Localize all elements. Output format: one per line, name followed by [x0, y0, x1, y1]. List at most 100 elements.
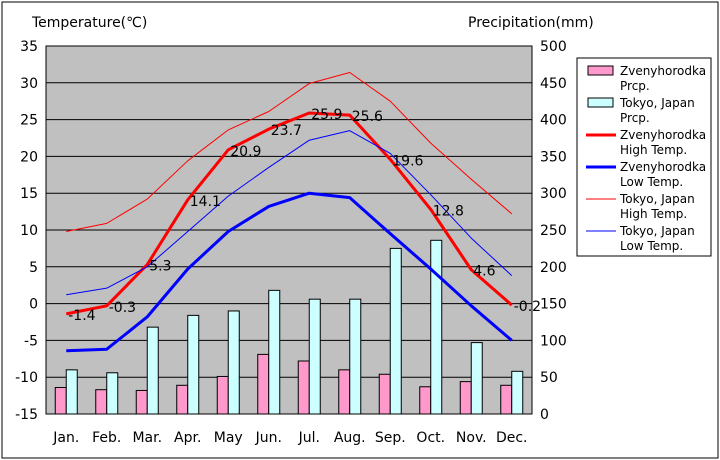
bar-tokyo-prcp — [268, 289, 281, 415]
data-label-high-temp: 19.6 — [392, 153, 423, 169]
bar-tokyo-prcp — [430, 239, 443, 415]
legend-label: Zvenyhorodka — [620, 160, 706, 174]
x-tick-label: Jan. — [52, 430, 79, 446]
x-tick-label: Aug. — [334, 430, 366, 446]
data-label-high-temp: 14.1 — [190, 194, 221, 210]
legend-label: Zvenyhorodka — [620, 128, 706, 142]
bar-tokyo-prcp — [470, 342, 483, 415]
x-tick-label: Oct. — [416, 430, 445, 446]
right-axis-title: Precipitation(mm) — [468, 15, 594, 31]
bar-tokyo-prcp — [308, 298, 321, 415]
right-tick-label: 50 — [540, 370, 558, 386]
legend-label: Tokyo, Japan — [619, 192, 695, 206]
right-tick-label: 250 — [540, 223, 567, 239]
legend-label: Low Temp. — [620, 175, 683, 189]
x-axis-ticks: Jan. Feb. Mar. Apr. May Jun. Jul. Aug. Sep. Oct. N… — [52, 430, 527, 446]
x-tick-label: Nov. — [456, 430, 487, 446]
right-tick-label: 450 — [540, 76, 567, 92]
x-tick-label: Jun. — [255, 430, 282, 446]
legend-label: Low Temp. — [620, 239, 683, 253]
data-label-high-temp: 20.9 — [230, 144, 261, 160]
left-tick-label: 15 — [20, 186, 38, 202]
bar-tokyo-prcp — [146, 326, 159, 415]
bar-zvenyhorodka-prcp — [54, 387, 67, 415]
left-tick-label: -5 — [24, 333, 38, 349]
right-tick-label: 150 — [540, 297, 567, 313]
left-tick-label: 25 — [20, 113, 38, 129]
data-label-high-temp: -1.4 — [68, 308, 95, 324]
bar-tokyo-prcp — [389, 247, 402, 415]
x-tick-label: Sep. — [375, 430, 406, 446]
left-tick-label: 0 — [29, 297, 38, 313]
left-tick-label: 10 — [20, 223, 38, 239]
legend-swatch — [587, 97, 614, 108]
left-axis-ticks: 35 30 25 20 15 10 5 0 -5 -10 -15 — [15, 39, 38, 423]
line-tokyo-high — [66, 71, 513, 232]
bars-layer — [54, 239, 524, 415]
data-label-high-temp: 5.3 — [149, 259, 171, 275]
bar-tokyo-prcp — [227, 310, 240, 415]
bar-zvenyhorodka-prcp — [419, 386, 432, 415]
line-tokyo-low — [66, 130, 513, 296]
left-tick-label: 20 — [20, 149, 38, 165]
right-tick-label: 0 — [540, 407, 549, 423]
bar-zvenyhorodka-prcp — [257, 353, 270, 415]
left-tick-label: 35 — [20, 39, 38, 55]
data-label-high-temp: -0.3 — [109, 300, 136, 316]
x-tick-label: Apr. — [174, 430, 201, 446]
bar-tokyo-prcp — [511, 370, 524, 415]
bar-tokyo-prcp — [65, 369, 78, 415]
legend-label: High Temp. — [620, 207, 687, 221]
legend-swatch — [587, 65, 614, 76]
legend-label: Tokyo, Japan — [619, 96, 695, 110]
legend-label: Prcp. — [620, 111, 650, 125]
data-label-high-temp: 12.8 — [433, 203, 464, 219]
legend-box — [576, 57, 712, 257]
legend-label: High Temp. — [620, 143, 687, 157]
x-tick-label: Dec. — [496, 430, 528, 446]
bar-zvenyhorodka-prcp — [176, 384, 189, 415]
bar-zvenyhorodka-prcp — [95, 389, 108, 415]
x-tick-label: May — [214, 430, 243, 446]
data-label-high-temp: -0.2 — [514, 299, 541, 315]
data-label-high-temp: 4.6 — [473, 264, 495, 280]
right-tick-label: 100 — [540, 333, 567, 349]
bar-zvenyhorodka-prcp — [378, 373, 391, 415]
line-zvenyhorodka-high — [65, 111, 513, 316]
left-tick-label: -15 — [15, 407, 38, 423]
right-tick-label: 350 — [540, 149, 567, 165]
data-labels-layer: -1.4 -0.3 5.3 14.1 20.9 23.7 25.9 25.6 19.6 12.8 4… — [68, 107, 541, 324]
bar-zvenyhorodka-prcp — [297, 360, 310, 415]
lines-layer — [65, 71, 513, 353]
left-tick-label: -10 — [15, 370, 38, 386]
bar-zvenyhorodka-prcp — [500, 384, 513, 415]
left-tick-label: 30 — [20, 76, 38, 92]
right-tick-label: 200 — [540, 260, 567, 276]
bar-zvenyhorodka-prcp — [338, 369, 351, 415]
line-zvenyhorodka-low — [66, 191, 513, 353]
legend-label: Tokyo, Japan — [619, 224, 695, 238]
data-label-high-temp: 25.9 — [311, 107, 342, 123]
bar-zvenyhorodka-prcp — [216, 375, 229, 415]
x-tick-label: Jul. — [298, 430, 320, 446]
left-axis-title: Temperature(℃) — [31, 15, 147, 31]
bar-tokyo-prcp — [187, 314, 200, 415]
bar-tokyo-prcp — [106, 372, 119, 415]
right-tick-label: 500 — [540, 39, 567, 55]
data-label-high-temp: 25.6 — [352, 109, 383, 125]
bar-tokyo-prcp — [349, 298, 362, 415]
legend-label: Zvenyhorodka — [620, 64, 706, 78]
x-tick-label: Feb. — [92, 430, 121, 446]
x-tick-label: Mar. — [132, 430, 162, 446]
data-label-high-temp: 23.7 — [271, 123, 302, 139]
bar-zvenyhorodka-prcp — [135, 389, 148, 415]
bar-zvenyhorodka-prcp — [459, 381, 472, 415]
left-tick-label: 5 — [29, 260, 38, 276]
right-tick-label: 400 — [540, 113, 567, 129]
right-tick-label: 300 — [540, 186, 567, 202]
legend-label: Prcp. — [620, 79, 650, 93]
